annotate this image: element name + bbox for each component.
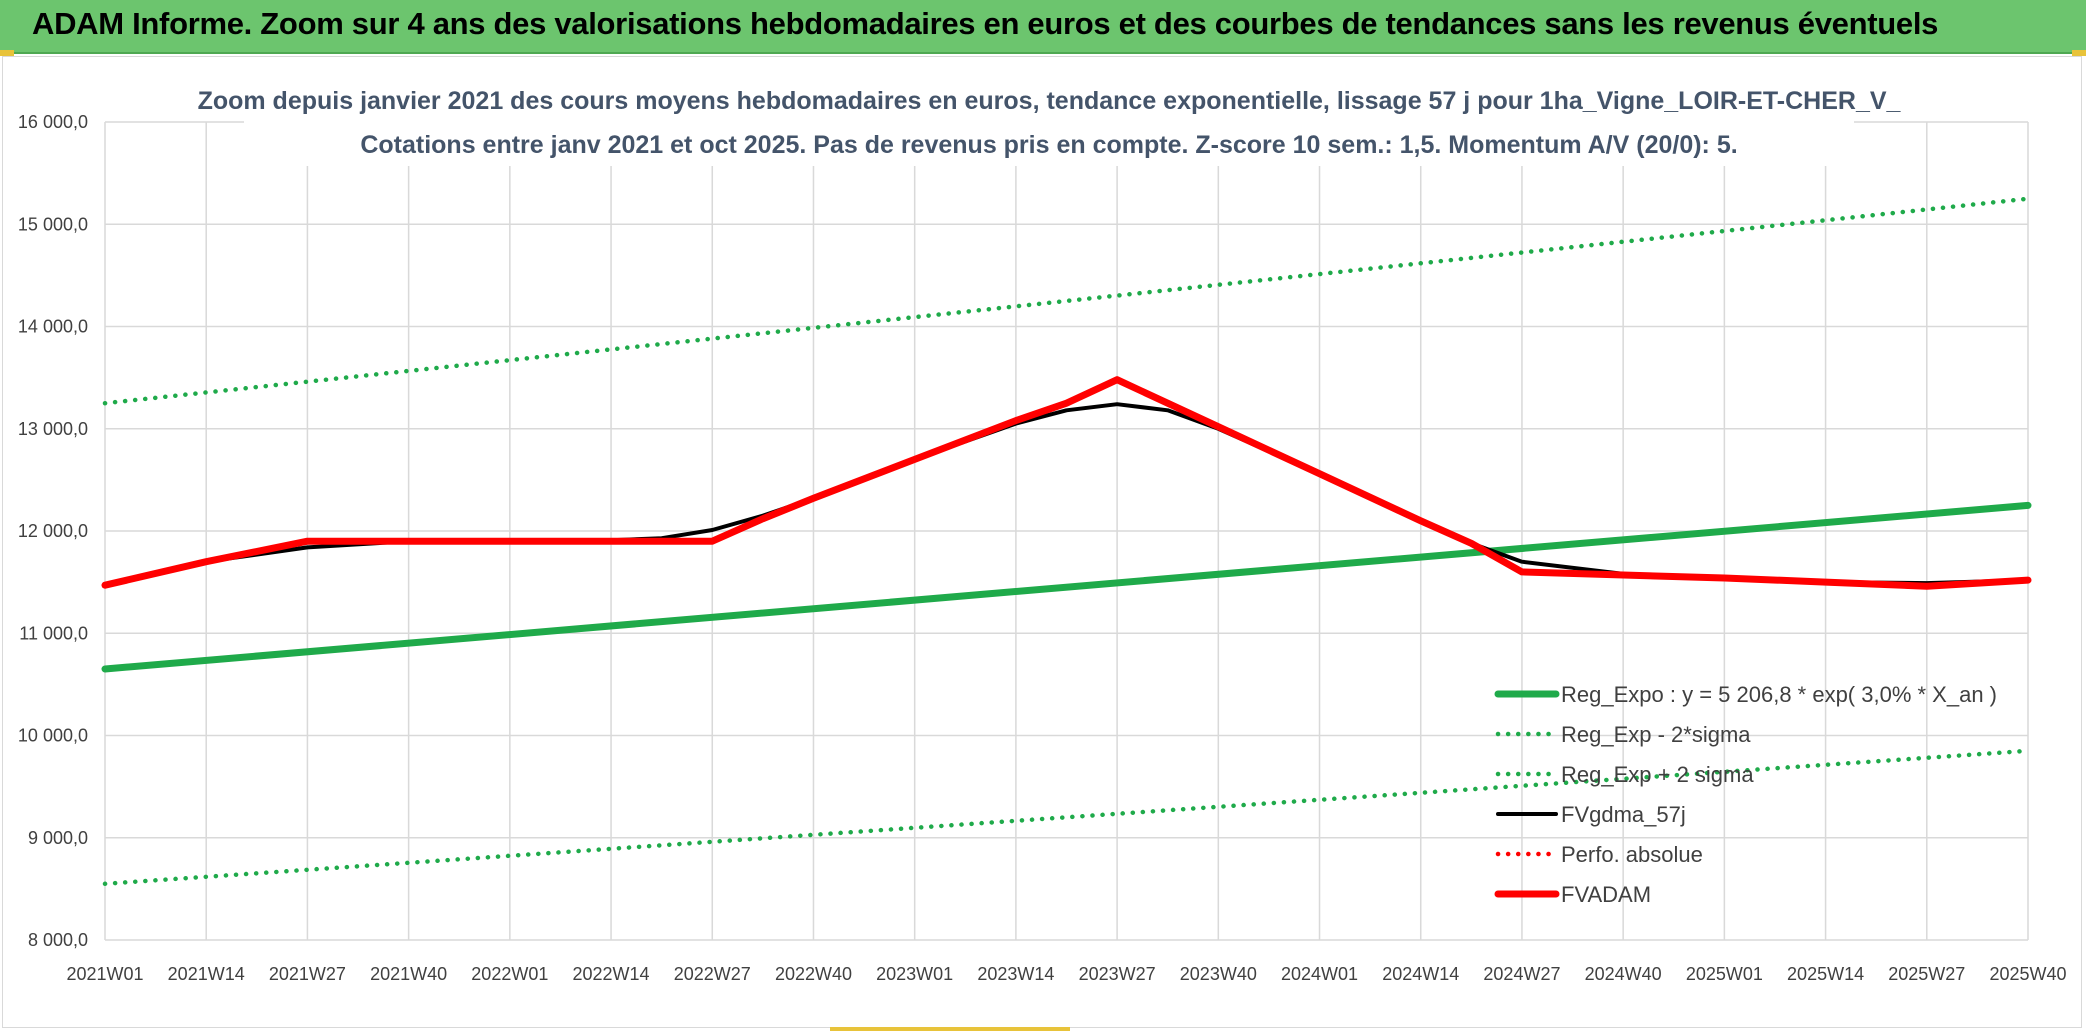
header-accent-right — [2072, 50, 2086, 56]
series-line-3 — [103, 402, 2030, 588]
x-tick-label: 2025W27 — [1888, 964, 1965, 984]
x-tick-label: 2022W27 — [674, 964, 751, 984]
y-tick-label: 13 000,0 — [18, 419, 88, 439]
x-tick-label: 2025W40 — [1989, 964, 2066, 984]
header-bar: ADAM Informe. Zoom sur 4 ans des valoris… — [0, 0, 2086, 56]
series-layer — [101, 196, 2032, 887]
x-tick-label: 2023W27 — [1079, 964, 1156, 984]
header-accent-left — [0, 50, 14, 56]
bottom-accent — [830, 1027, 1070, 1031]
series-line-0 — [101, 501, 2032, 673]
x-tick-label: 2024W27 — [1483, 964, 1560, 984]
legend: Reg_Expo : y = 5 206,8 * exp( 3,0% * X_a… — [1494, 682, 1997, 907]
x-tick-label: 2025W14 — [1787, 964, 1864, 984]
x-tick-label: 2021W27 — [269, 964, 346, 984]
y-tick-label: 8 000,0 — [28, 930, 88, 950]
x-tick-label: 2021W01 — [66, 964, 143, 984]
y-tick-label: 9 000,0 — [28, 828, 88, 848]
legend-label-3: FVgdma_57j — [1561, 802, 1686, 827]
x-tick-label: 2023W14 — [977, 964, 1054, 984]
y-tick-label: 12 000,0 — [18, 521, 88, 541]
legend-label-4: Perfo. absolue — [1561, 842, 1703, 867]
y-tick-label: 11 000,0 — [19, 623, 88, 643]
y-tick-label: 16 000,0 — [18, 112, 88, 132]
y-tick-label: 15 000,0 — [18, 214, 88, 234]
x-tick-label: 2024W14 — [1382, 964, 1459, 984]
legend-label-2: Reg_Exp + 2 sigma — [1561, 762, 1754, 787]
x-tick-label: 2022W01 — [471, 964, 548, 984]
x-tick-label: 2024W01 — [1281, 964, 1358, 984]
x-tick-label: 2025W01 — [1686, 964, 1763, 984]
x-tick-label: 2022W40 — [775, 964, 852, 984]
y-tick-label: 10 000,0 — [18, 726, 88, 746]
x-tick-label: 2024W40 — [1585, 964, 1662, 984]
series-line-1 — [102, 748, 2031, 887]
x-tick-label: 2021W40 — [370, 964, 447, 984]
page-title: ADAM Informe. Zoom sur 4 ans des valoris… — [32, 6, 1939, 41]
series-line-2 — [102, 196, 2031, 406]
legend-label-0: Reg_Expo : y = 5 206,8 * exp( 3,0% * X_a… — [1561, 682, 1997, 707]
chart-title-line1: Zoom depuis janvier 2021 des cours moyen… — [198, 87, 1902, 115]
title-backdrop — [244, 82, 1854, 166]
x-tick-label: 2021W14 — [168, 964, 245, 984]
series-line-5 — [101, 376, 2032, 590]
y-tick-label: 14 000,0 — [18, 317, 88, 337]
x-tick-label: 2023W40 — [1180, 964, 1257, 984]
x-tick-label: 2023W01 — [876, 964, 953, 984]
chart-title-line2: Cotations entre janv 2021 et oct 2025. P… — [360, 131, 1737, 159]
x-tick-label: 2022W14 — [573, 964, 650, 984]
legend-label-1: Reg_Exp - 2*sigma — [1561, 722, 1751, 747]
axis-layer: 8 000,0 9 000,0 10 000,0 11 000,0 12 000,0 13… — [18, 112, 2067, 984]
legend-label-5: FVADAM — [1561, 882, 1651, 907]
